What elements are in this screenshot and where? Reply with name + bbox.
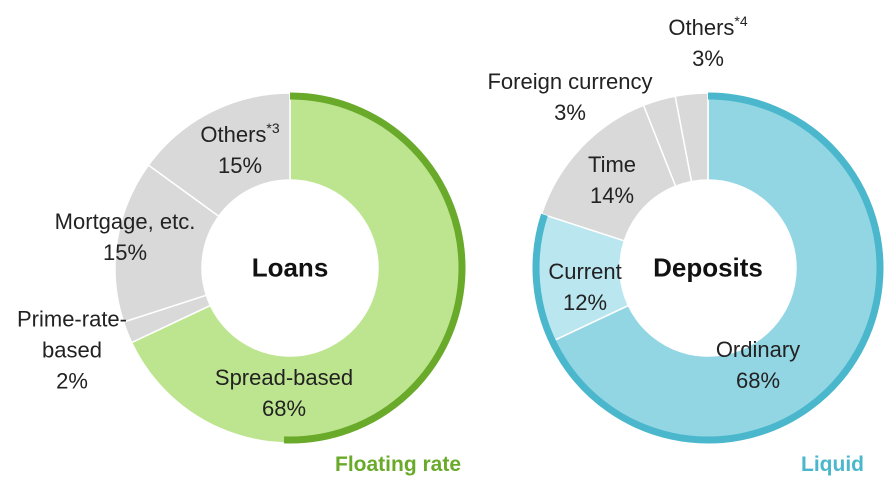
pie-segment — [674, 92, 709, 183]
segment-label: Spread-based 68% — [215, 362, 353, 424]
value-label: 12% — [562, 290, 608, 315]
category-label: Foreign currency — [487, 69, 653, 94]
annotation: Liquid — [801, 453, 864, 476]
segment-label: Others*4 3% — [668, 12, 747, 74]
category-label: Ordinary — [715, 337, 801, 362]
group-arc — [532, 92, 884, 444]
chart-title: Deposits — [653, 252, 763, 283]
category-label: Mortgage, etc. — [54, 209, 196, 234]
value-label: 3% — [554, 100, 586, 125]
category-label: Prime-rate-based — [16, 306, 127, 363]
footnote-mark: *4 — [734, 13, 748, 29]
value-label: 68% — [735, 368, 781, 393]
value-label: 15% — [102, 240, 148, 265]
annotation: Floating rate — [335, 453, 462, 476]
center-title: Loans — [252, 253, 329, 284]
chart-title: Loans — [251, 252, 329, 283]
category-label: Time — [587, 152, 637, 177]
category-label: Others — [668, 15, 735, 40]
segment-label: Foreign currency 3% — [487, 66, 652, 128]
pie-segment — [147, 92, 291, 218]
category-label: Current — [548, 259, 622, 284]
value-label: 14% — [589, 183, 635, 208]
segment-label: Prime-rate-based 2% — [15, 304, 130, 397]
segment-label: Current 12% — [548, 256, 621, 318]
center-title: Deposits — [653, 253, 763, 284]
category-label: Spread-based — [214, 365, 354, 390]
value-label: 2% — [56, 368, 88, 394]
group-arc — [283, 92, 466, 444]
segment-label: Others*3 15% — [200, 119, 279, 181]
footnote-mark: *3 — [266, 120, 280, 136]
category-label: Others — [200, 122, 267, 147]
segment-label: Ordinary 68% — [716, 334, 800, 396]
value-label: 15% — [217, 153, 263, 178]
group-annotation: Floating rate — [335, 453, 461, 477]
group-annotation: Liquid — [801, 453, 864, 477]
value-label: 3% — [692, 46, 724, 71]
segment-label: Mortgage, etc. 15% — [55, 206, 196, 268]
segment-label: Time 14% — [588, 149, 636, 211]
value-label: 68% — [261, 396, 307, 421]
